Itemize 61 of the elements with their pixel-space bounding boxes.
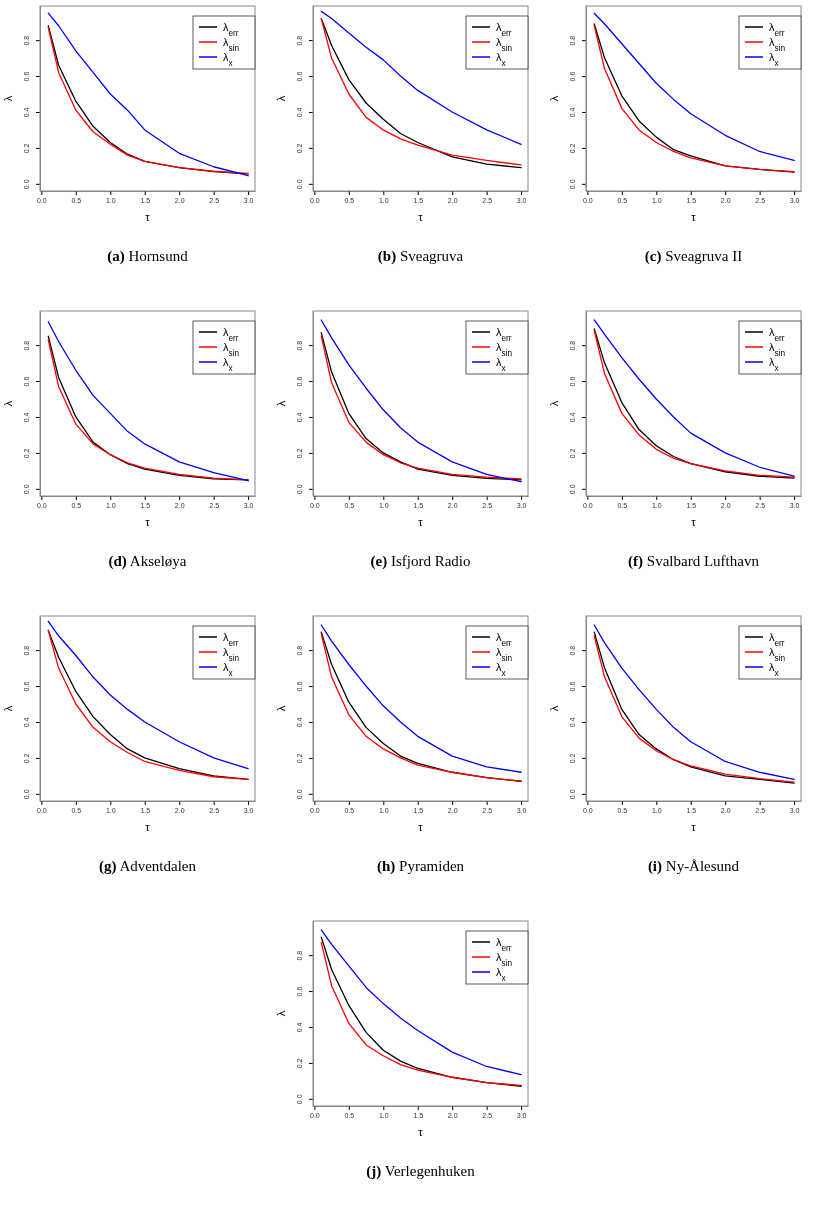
y-axis-title: λ	[548, 95, 560, 102]
legend-label: λ$_{err}$	[496, 21, 512, 38]
legend-label: λ$_{err}$	[496, 326, 512, 343]
text: (a) Hornsund	[107, 248, 189, 265]
y-axis-title: λ	[2, 705, 14, 712]
text: (g) Adventdalen	[98, 858, 197, 875]
text: (h) Pyramiden	[376, 858, 465, 875]
line-series	[320, 10, 522, 145]
y-axis-title: λ	[275, 705, 287, 712]
text: (f) Svalbard Lufthavn	[628, 553, 760, 570]
legend-label: λ$_{err}$	[223, 326, 239, 343]
y-axis-title: λ	[548, 705, 560, 712]
y-axis-title: λ	[275, 400, 287, 407]
x-axis-title: τ	[691, 821, 697, 833]
text: (i) Ny-Ålesund	[647, 858, 740, 875]
text: (j) Verlegenhuken	[366, 1163, 476, 1180]
legend-label: λ$_{sin}$	[769, 341, 786, 358]
legend-label: λ$_{x}$	[769, 51, 780, 68]
text: (e) Isfjord Radio	[370, 553, 471, 570]
legend-label: λ$_{x}$	[496, 356, 507, 373]
legend-label: λ$_{x}$	[496, 661, 507, 678]
y-axis-title: λ	[2, 400, 14, 407]
legend-label: λ$_{err}$	[496, 936, 512, 953]
text: (d) Akseløya	[108, 553, 187, 570]
legend-label: λ$_{x}$	[223, 661, 234, 678]
legend-label: λ$_{sin}$	[769, 36, 786, 53]
legend-label: λ$_{x}$	[769, 356, 780, 373]
legend-label: λ$_{sin}$	[496, 341, 513, 358]
x-axis-title: τ	[145, 211, 151, 223]
legend-label: λ$_{err}$	[223, 631, 239, 648]
legend-label: λ$_{x}$	[223, 51, 234, 68]
legend-label: λ$_{sin}$	[769, 646, 786, 663]
legend-label: λ$_{sin}$	[223, 646, 240, 663]
x-axis-title: τ	[145, 821, 151, 833]
legend-label: λ$_{err}$	[223, 21, 239, 38]
legend-label: λ$_{err}$	[496, 631, 512, 648]
x-axis-title: τ	[145, 516, 151, 528]
x-axis-title: τ	[418, 516, 424, 528]
legend-label: λ$_{err}$	[769, 326, 785, 343]
legend-label: λ$_{err}$	[769, 631, 785, 648]
x-axis-title: τ	[418, 211, 424, 223]
legend-label: λ$_{sin}$	[496, 951, 513, 968]
legend-label: λ$_{x}$	[223, 356, 234, 373]
legend-label: λ$_{sin}$	[223, 36, 240, 53]
y-axis-title: λ	[2, 95, 14, 102]
legend-label: λ$_{x}$	[496, 51, 507, 68]
legend-label: λ$_{sin}$	[496, 646, 513, 663]
y-axis-title: λ	[275, 1010, 287, 1017]
y-axis-title: λ	[548, 400, 560, 407]
y-axis-title: λ	[275, 95, 287, 102]
text: (b) Sveagruva	[377, 248, 464, 265]
x-axis-title: τ	[418, 821, 424, 833]
text: (c) Sveagruva II	[644, 248, 743, 265]
x-axis-title: τ	[418, 1126, 424, 1138]
legend-label: λ$_{err}$	[769, 21, 785, 38]
legend-label: λ$_{sin}$	[223, 341, 240, 358]
x-axis-title: τ	[691, 516, 697, 528]
legend-label: λ$_{x}$	[769, 661, 780, 678]
x-axis-title: τ	[691, 211, 697, 223]
legend-label: λ$_{sin}$	[496, 36, 513, 53]
legend-label: λ$_{x}$	[496, 966, 507, 983]
